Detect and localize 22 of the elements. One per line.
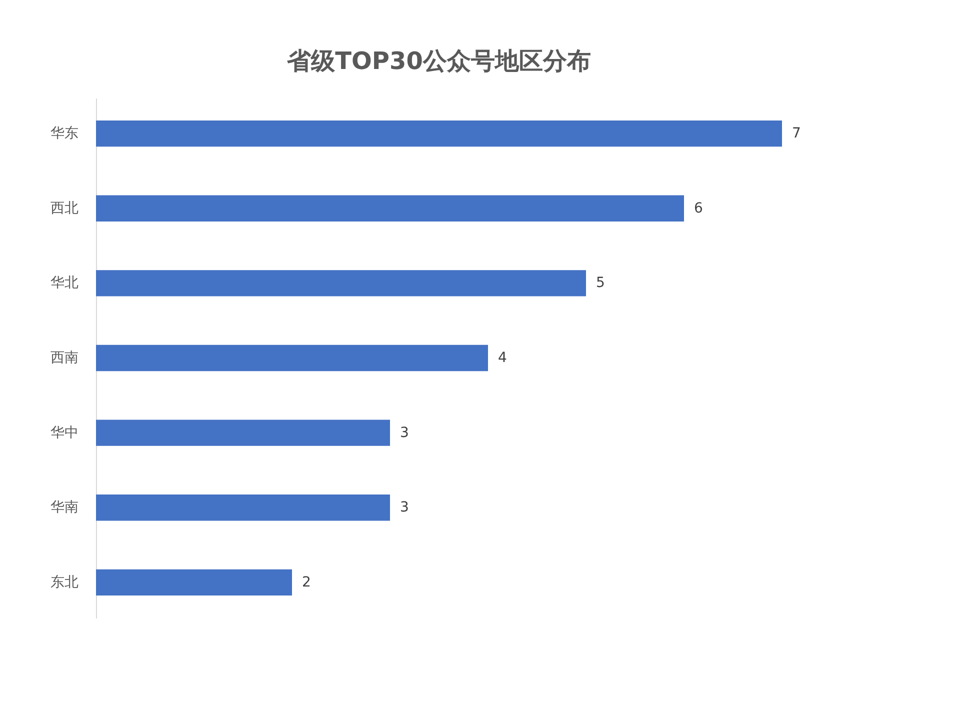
bar — [96, 120, 782, 147]
y-tick-label: 华北 — [50, 275, 78, 292]
data-label: 4 — [498, 350, 507, 366]
y-tick-label: 华南 — [50, 500, 78, 516]
chart-title: 省级TOP30公众号地区分布 — [286, 47, 591, 75]
bar — [96, 270, 586, 296]
y-tick-label: 华东 — [50, 126, 78, 142]
data-label: 6 — [694, 200, 703, 216]
y-tick-label: 华中 — [50, 424, 78, 441]
y-tick-label: 西北 — [50, 200, 78, 216]
data-label: 7 — [792, 126, 801, 142]
bar — [96, 569, 292, 596]
y-tick-label: 西南 — [50, 350, 78, 366]
bar — [96, 420, 390, 446]
data-label: 3 — [400, 424, 409, 441]
data-label: 5 — [596, 275, 605, 292]
bar — [96, 344, 488, 372]
data-label: 3 — [400, 500, 409, 516]
bar — [96, 494, 390, 521]
bar — [96, 195, 684, 222]
y-tick-label: 东北 — [50, 574, 78, 590]
data-label: 2 — [302, 574, 311, 590]
